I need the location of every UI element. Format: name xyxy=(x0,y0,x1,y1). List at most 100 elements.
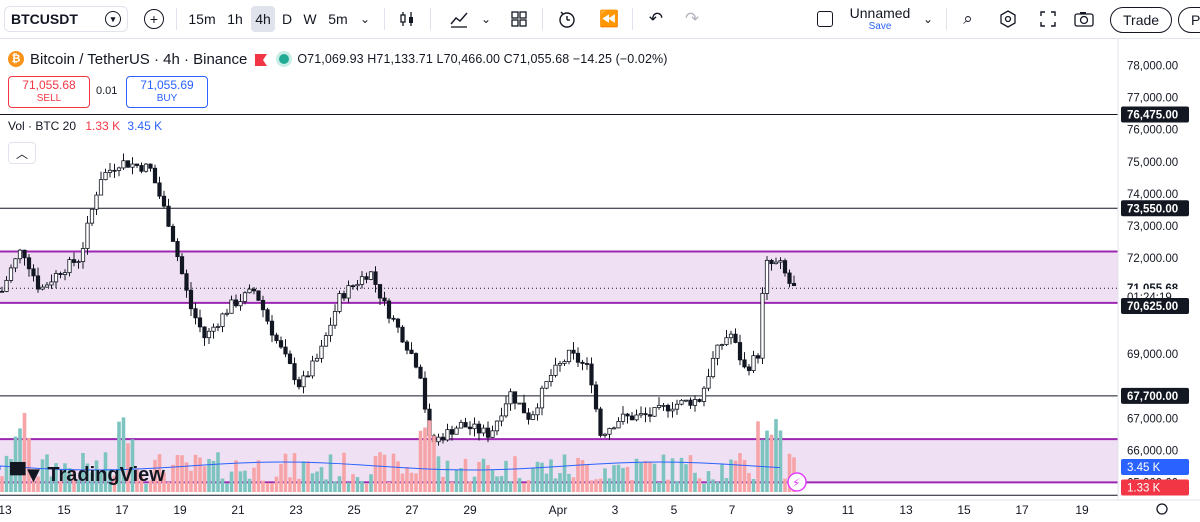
candle-down xyxy=(665,404,671,412)
volume-bar xyxy=(67,468,72,492)
symbol-search[interactable]: BTCUSDT ▾ xyxy=(4,6,128,32)
settings-gear-icon[interactable] xyxy=(996,6,1020,32)
interval-5m[interactable]: 5m xyxy=(328,11,348,27)
candle-down xyxy=(188,289,194,310)
flag-icon[interactable] xyxy=(255,53,268,66)
interval-4h[interactable]: 4h xyxy=(251,6,275,32)
candle-type-icon[interactable] xyxy=(394,6,420,32)
symbol-title: Bitcoin / TetherUS · 4h · Binance xyxy=(30,50,248,68)
publish-button[interactable]: Pu xyxy=(1178,7,1200,33)
volume-bar xyxy=(576,457,580,492)
buy-price: 71,055.69 xyxy=(140,78,194,92)
candle-up xyxy=(557,363,563,366)
volume-bar xyxy=(9,458,13,492)
bitcoin-logo-icon: ₿ xyxy=(8,51,24,67)
chart-legend: ₿ Bitcoin / TetherUS · 4h · Binance O71,… xyxy=(8,48,668,70)
volume-bar xyxy=(202,466,207,492)
lightning-glyph-icon: ⚡ xyxy=(792,476,800,490)
candle-up xyxy=(310,360,315,377)
tradingview-watermark: ▀▼ TradingView xyxy=(10,462,165,488)
indicators-icon[interactable] xyxy=(446,6,472,32)
candle-up xyxy=(620,413,626,422)
candle-down xyxy=(373,271,378,285)
candle-up xyxy=(62,272,68,275)
indicators-dropdown-icon[interactable]: ⌄ xyxy=(480,12,492,26)
candle-down xyxy=(269,320,275,336)
layout-dropdown-icon[interactable]: ⌄ xyxy=(922,12,934,26)
undo-icon[interactable]: ↶ xyxy=(648,9,664,28)
volume-bar xyxy=(553,478,558,492)
volume-bar xyxy=(27,437,31,492)
sell-label: SELL xyxy=(36,93,62,104)
price-axis-label: 72,000.00 xyxy=(1127,253,1178,265)
volume-bar xyxy=(418,430,423,492)
price-chart[interactable]: 78,000.00 77,000.00 76,000.00 75,000.00 74,0… xyxy=(0,38,1200,522)
candle-up xyxy=(760,292,765,359)
interval-15m[interactable]: 15m xyxy=(188,11,216,27)
candle-down xyxy=(742,359,747,368)
candle-down xyxy=(274,334,279,341)
symbol-settings-icon[interactable]: ▾ xyxy=(105,11,121,27)
candle-down xyxy=(31,268,36,277)
candle-down xyxy=(283,346,288,355)
buy-button[interactable]: 71,055.69 BUY xyxy=(126,76,208,108)
candle-down xyxy=(125,160,131,168)
layout-grid-icon[interactable] xyxy=(506,6,532,32)
candle-up xyxy=(454,427,459,435)
alert-clock-icon[interactable] xyxy=(554,6,580,32)
interval-w[interactable]: W xyxy=(303,11,317,27)
quick-search-icon[interactable]: ⌕ xyxy=(963,9,973,28)
candle-down xyxy=(305,375,311,378)
candle-up xyxy=(602,433,608,436)
volume-bar xyxy=(31,475,36,492)
candle-up xyxy=(548,375,554,382)
candle-up xyxy=(661,404,666,407)
screenshot-camera-icon[interactable] xyxy=(1072,6,1096,32)
volume-bar xyxy=(252,467,256,492)
volume-bar xyxy=(756,421,760,492)
sell-button[interactable]: 71,055.68 SELL xyxy=(8,76,90,108)
axis-settings-gear-icon[interactable] xyxy=(1156,503,1168,515)
time-axis-label: 29 xyxy=(463,503,477,517)
candle-down xyxy=(593,384,599,410)
interval-d[interactable]: D xyxy=(281,11,293,27)
volume-bar xyxy=(54,463,58,492)
volume-bar xyxy=(135,468,139,492)
interval-1h[interactable]: 1h xyxy=(227,11,243,27)
volume-bar xyxy=(396,461,400,492)
volume-bar xyxy=(571,477,576,492)
candle-up xyxy=(499,415,504,422)
volume-bar xyxy=(40,459,45,492)
volume-bar xyxy=(670,458,675,492)
candle-up xyxy=(80,248,86,262)
layout-name[interactable]: Unnamed Save xyxy=(844,4,916,34)
candle-up xyxy=(359,276,365,285)
redo-icon[interactable]: ↷ xyxy=(684,9,700,28)
volume-bar xyxy=(225,483,229,492)
volume-bar xyxy=(697,478,702,492)
candle-up xyxy=(337,293,342,312)
lightning-event-icon[interactable] xyxy=(787,472,807,492)
collapse-legend-button[interactable]: ︿ xyxy=(8,142,36,164)
candle-up xyxy=(53,273,59,283)
candle-up xyxy=(764,259,770,294)
volume-bar xyxy=(589,480,594,492)
candle-down xyxy=(233,299,239,307)
candle-down xyxy=(485,427,491,438)
volume-bar xyxy=(85,463,90,492)
volume-bar xyxy=(45,454,49,492)
trade-button[interactable]: Trade xyxy=(1110,7,1173,33)
volume-bar xyxy=(166,481,171,492)
compare-add-icon[interactable]: + xyxy=(142,6,166,32)
volume-bar xyxy=(558,473,562,492)
volume-bar xyxy=(130,439,135,492)
volume-bar xyxy=(747,473,751,492)
layout-checkbox-icon[interactable] xyxy=(814,6,836,32)
candle-down xyxy=(382,297,387,302)
replay-icon[interactable]: ⏪ xyxy=(599,11,619,28)
candle-down xyxy=(161,195,167,207)
interval-dropdown-icon[interactable]: ⌄ xyxy=(359,12,371,26)
fullscreen-icon[interactable] xyxy=(1036,6,1060,32)
candle-up xyxy=(94,194,99,210)
price-axis-label: 76,000.00 xyxy=(1127,125,1178,137)
